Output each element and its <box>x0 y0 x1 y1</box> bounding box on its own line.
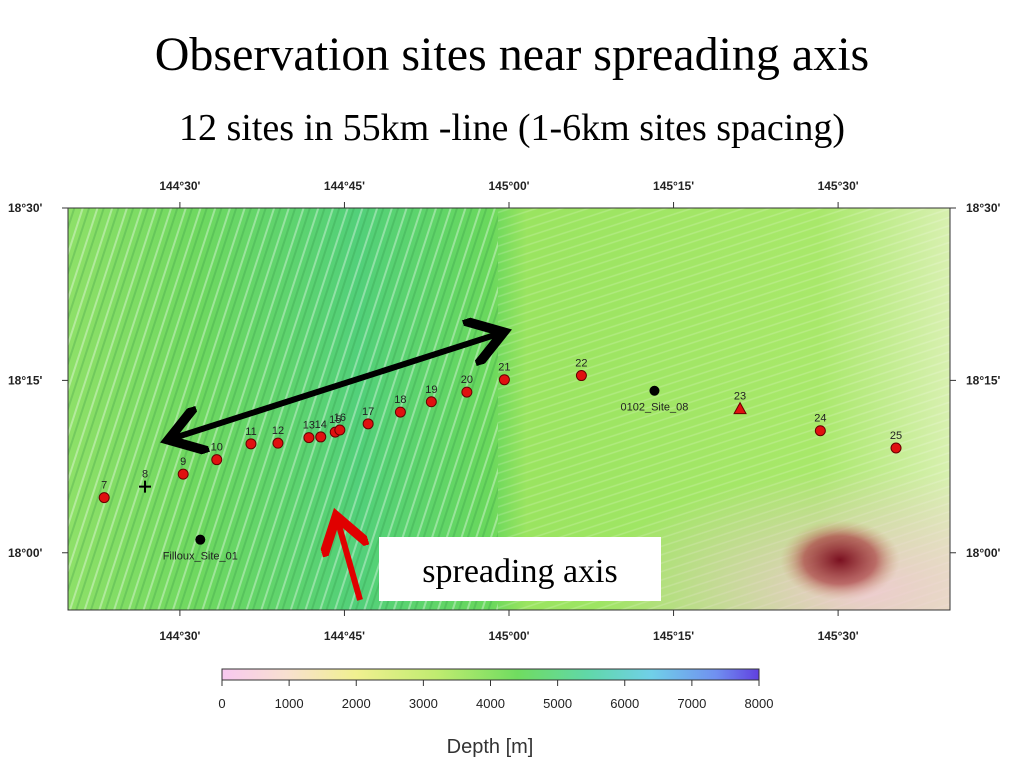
site-marker <box>211 454 223 466</box>
y-tick-label: 18°30' <box>8 201 42 215</box>
colorbar <box>221 668 760 681</box>
site-marker <box>575 370 587 382</box>
site-label: 18 <box>394 394 406 406</box>
x-tick-label: 145°00' <box>488 179 529 193</box>
y-tick-label: 18°30' <box>966 201 1000 215</box>
site-marker <box>362 418 374 430</box>
x-tick-label: 144°30' <box>159 629 200 643</box>
colorbar-tick-label: 5000 <box>543 696 572 711</box>
site-label: Filloux_Site_01 <box>163 551 238 563</box>
site-marker <box>303 432 315 444</box>
colorbar-tick-label: 6000 <box>610 696 639 711</box>
x-tick-label: 145°30' <box>818 179 859 193</box>
site-marker <box>814 425 826 437</box>
axis-span-arrow <box>174 334 498 438</box>
title: Observation sites near spreading axis <box>155 28 869 81</box>
y-tick-label: 18°00' <box>966 546 1000 560</box>
site-label: 11 <box>245 426 256 438</box>
site-marker <box>890 442 902 454</box>
site-marker <box>98 492 110 504</box>
colorbar-tick-label: 4000 <box>476 696 505 711</box>
x-tick-label: 145°15' <box>653 629 694 643</box>
site-label: 9 <box>180 456 186 468</box>
site-label: 0102_Site_08 <box>621 402 689 414</box>
y-tick-label: 18°15' <box>8 373 42 387</box>
site-label: 7 <box>101 480 107 492</box>
x-tick-label: 144°30' <box>159 179 200 193</box>
colorbar-tick-label: 8000 <box>745 696 774 711</box>
colorbar-ticks: 0 1000 2000 3000 4000 5000 6000 7000 8000 <box>218 680 773 711</box>
site-marker <box>177 468 189 480</box>
colorbar-tick-label: 7000 <box>677 696 706 711</box>
site-marker <box>315 431 327 443</box>
site-label: 16 <box>334 412 346 424</box>
x-tick-label: 144°45' <box>324 179 365 193</box>
map-frame: 144°30' 144°30' 144°45' 144°45' 145°00' 145°0… <box>8 179 1000 643</box>
site-marker <box>139 480 152 493</box>
x-tick-label: 145°30' <box>818 629 859 643</box>
site-label: 19 <box>425 384 437 396</box>
site-label: 17 <box>362 406 374 418</box>
site-label: 23 <box>734 391 746 403</box>
y-tick-label: 18°00' <box>8 546 42 560</box>
site-label: 10 <box>211 442 223 454</box>
site-label: 13 <box>303 420 315 432</box>
site-marker <box>195 534 206 545</box>
site-label: 12 <box>272 425 284 437</box>
colorbar-tick-label: 0 <box>218 696 225 711</box>
pointer-arrow <box>338 522 360 601</box>
colorbar-tick-label: 2000 <box>342 696 371 711</box>
site-label: 14 <box>315 419 327 431</box>
colorbar-label: Depth [m] <box>447 736 534 758</box>
x-tick-label: 145°00' <box>488 629 529 643</box>
site-marker <box>272 437 284 449</box>
site-marker <box>461 386 473 398</box>
site-marker <box>425 396 437 408</box>
site-marker <box>498 374 510 386</box>
site-label: 24 <box>814 413 826 425</box>
x-tick-label: 144°45' <box>324 629 365 643</box>
annotation: spreading axis <box>422 553 617 590</box>
site-marker <box>733 401 747 415</box>
site-label: 20 <box>461 374 473 386</box>
site-label: 22 <box>575 358 587 370</box>
x-tick-label: 145°15' <box>653 179 694 193</box>
site-marker <box>649 385 660 396</box>
colorbar-tick-label: 1000 <box>275 696 304 711</box>
subtitle: 12 sites in 55km -line (1-6km sites spac… <box>179 107 845 149</box>
site-marker <box>394 406 406 418</box>
site-label: 8 <box>142 469 148 481</box>
site-label: 25 <box>890 430 902 442</box>
annotation-box <box>379 537 661 601</box>
colorbar-tick-label: 3000 <box>409 696 438 711</box>
site-marker <box>245 438 257 450</box>
site-marker <box>334 424 346 436</box>
site-label: 21 <box>498 362 510 374</box>
y-tick-label: 18°15' <box>966 373 1000 387</box>
